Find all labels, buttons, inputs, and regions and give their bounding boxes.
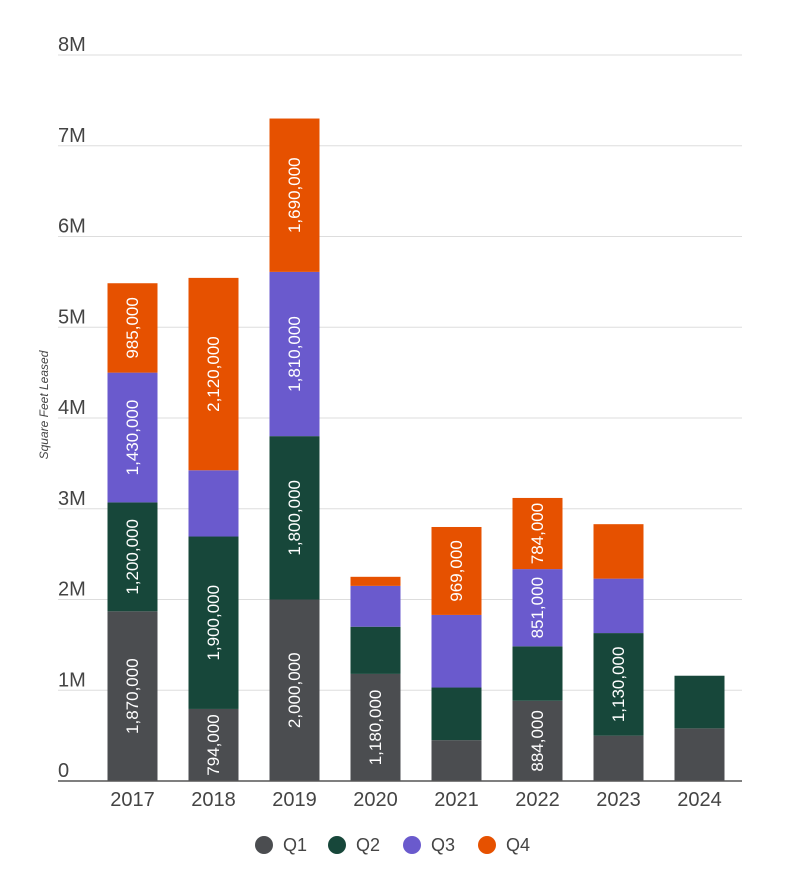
legend: Q1 Q2 Q3 Q4 [255, 835, 530, 855]
bar-segment-q1-2017 [107, 611, 158, 781]
data-label: 1,690,000 [285, 157, 304, 233]
y-tick-label: 5M [58, 306, 86, 328]
data-label: 1,870,000 [123, 658, 142, 734]
data-label: 784,000 [528, 503, 547, 564]
bar-segment-q3-2017 [107, 372, 158, 503]
data-label: 1,800,000 [285, 480, 304, 556]
bar-segment-q3-2019 [269, 271, 320, 437]
data-label: 2,000,000 [285, 652, 304, 728]
legend-label: Q2 [356, 835, 380, 855]
bar-segment-q4-2020 [350, 576, 401, 586]
data-label: 2,120,000 [204, 336, 223, 412]
data-label: 1,810,000 [285, 316, 304, 392]
bar-segment-q3-2018 [188, 470, 239, 537]
bar-segment-q2-2023 [593, 633, 644, 736]
bar-segment-q4-2017 [107, 283, 158, 373]
bar-segment-q4-2019 [269, 118, 320, 272]
data-label: 1,430,000 [123, 400, 142, 476]
data-labels: 1,870,000 1,200,000 1,430,000 985,000 794,00… [123, 157, 628, 775]
y-tick-label: 7M [58, 125, 86, 147]
y-tick-label: 4M [58, 397, 86, 419]
bar-segment-q2-2021 [431, 687, 482, 741]
x-axis-ticks: 2017 2018 2019 2020 2021 2022 2023 2024 [110, 789, 722, 811]
x-tick-label: 2022 [515, 789, 560, 811]
x-tick-label: 2021 [434, 789, 479, 811]
bar-segment-q2-2022 [512, 646, 563, 701]
data-label: 969,000 [447, 540, 466, 601]
x-tick-label: 2023 [596, 789, 641, 811]
bars [107, 118, 725, 781]
gridlines [58, 54, 742, 691]
y-axis-title: Square Feet Leased [37, 350, 51, 459]
legend-item-q3: Q3 [403, 835, 455, 855]
bar-segment-q2-2018 [188, 536, 239, 709]
bar-segment-q1-2022 [512, 700, 563, 781]
bar-segment-q1-2024 [674, 728, 725, 781]
legend-item-q1: Q1 [255, 835, 307, 855]
y-tick-label: 8M [58, 34, 86, 56]
legend-swatch [328, 836, 346, 854]
bar-segment-q4-2022 [512, 497, 563, 570]
y-tick-label: 0 [58, 760, 69, 782]
x-tick-label: 2020 [353, 789, 398, 811]
data-label: 794,000 [204, 714, 223, 775]
bar-segment-q4-2021 [431, 526, 482, 615]
y-tick-label: 3M [58, 488, 86, 510]
bar-segment-q1-2018 [188, 708, 239, 781]
bar-segment-q3-2020 [350, 585, 401, 627]
legend-item-q2: Q2 [328, 835, 380, 855]
x-tick-label: 2019 [272, 789, 317, 811]
bar-segment-q2-2024 [674, 675, 725, 729]
y-tick-label: 6M [58, 216, 86, 238]
x-tick-label: 2017 [110, 789, 155, 811]
bar-segment-q1-2020 [350, 673, 401, 781]
bar-segment-q3-2022 [512, 569, 563, 647]
bar-segment-q2-2020 [350, 626, 401, 674]
data-label: 1,180,000 [366, 690, 385, 766]
data-label: 1,200,000 [123, 519, 142, 595]
legend-item-q4: Q4 [478, 835, 530, 855]
bar-segment-q2-2019 [269, 436, 320, 600]
data-label: 851,000 [528, 577, 547, 638]
bar-segment-q4-2018 [188, 277, 239, 471]
y-axis-ticks: 0 1M 2M 3M 4M 5M 6M 7M 8M [58, 34, 86, 782]
legend-label: Q1 [283, 835, 307, 855]
x-tick-label: 2018 [191, 789, 236, 811]
bar-segment-q3-2021 [431, 614, 482, 688]
data-label: 985,000 [123, 297, 142, 358]
data-label: 1,900,000 [204, 585, 223, 661]
data-label: 1,130,000 [609, 647, 628, 723]
bar-segment-q1-2023 [593, 735, 644, 781]
bar-segment-q2-2017 [107, 502, 158, 612]
legend-swatch [478, 836, 496, 854]
legend-label: Q4 [506, 835, 530, 855]
bar-segment-q4-2023 [593, 524, 644, 579]
legend-swatch [403, 836, 421, 854]
data-label: 884,000 [528, 710, 547, 771]
bar-segment-q3-2023 [593, 578, 644, 634]
y-tick-label: 1M [58, 669, 86, 691]
bar-segment-q1-2021 [431, 740, 482, 781]
y-tick-label: 2M [58, 579, 86, 601]
x-tick-label: 2024 [677, 789, 722, 811]
legend-label: Q3 [431, 835, 455, 855]
bar-segment-q1-2019 [269, 599, 320, 781]
legend-swatch [255, 836, 273, 854]
